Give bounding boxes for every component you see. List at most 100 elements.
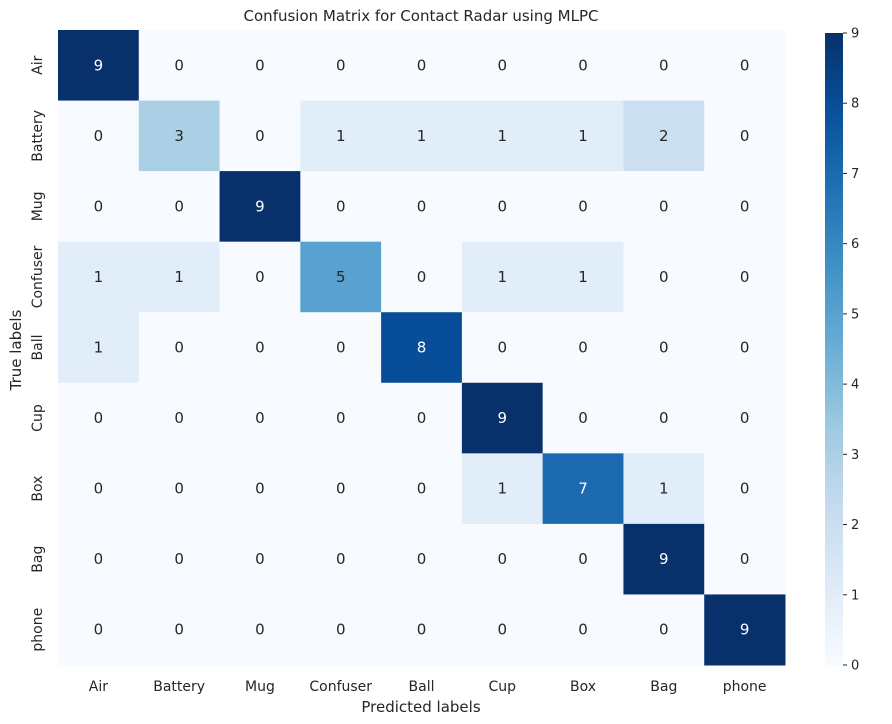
y-tick-label: Box — [30, 476, 46, 502]
cell-value-label: 9 — [740, 621, 750, 639]
cell-value-label: 0 — [659, 409, 669, 427]
heatmap-cell — [704, 100, 786, 172]
cell-value-label: 0 — [659, 621, 669, 639]
y-tick-label: Air — [30, 55, 46, 74]
heatmap-cell — [381, 382, 463, 454]
x-tick-label: Bag — [650, 679, 677, 695]
cell-value-label: 1 — [578, 127, 588, 145]
colorbar-tick-label: 5 — [851, 307, 859, 322]
cell-value-label: 0 — [336, 339, 346, 357]
heatmap-cell — [381, 594, 463, 666]
heatmap-cell — [219, 312, 301, 384]
x-tick-label: Cup — [489, 679, 517, 695]
heatmap-cell — [381, 453, 463, 525]
heatmap-cell — [138, 382, 221, 454]
cell-value-label: 0 — [659, 339, 669, 357]
heatmap-cell — [542, 100, 624, 172]
heatmap-cell — [300, 453, 382, 525]
cell-value-label: 0 — [740, 268, 750, 286]
cell-value-label: 0 — [740, 127, 750, 145]
cell-value-label: 0 — [174, 550, 184, 568]
x-tick-label: Confuser — [309, 679, 372, 695]
heatmap-cell — [219, 241, 301, 313]
cell-value-label: 2 — [659, 127, 669, 145]
heatmap-cell — [219, 382, 301, 454]
heatmap-cell — [381, 30, 463, 102]
heatmap-cell — [58, 523, 140, 595]
cell-value-label: 0 — [417, 621, 427, 639]
heatmap-cell — [138, 453, 221, 525]
heatmap-cell — [704, 171, 786, 243]
colorbar-tick-label: 0 — [851, 659, 859, 674]
colorbar-tick-label: 6 — [851, 237, 859, 252]
cell-value-label: 0 — [498, 56, 508, 74]
cell-value-label: 0 — [255, 409, 265, 427]
cell-value-label: 0 — [498, 339, 508, 357]
cell-value-label: 0 — [94, 550, 104, 568]
cell-value-label: 1 — [578, 268, 588, 286]
cell-value-label: 0 — [417, 480, 427, 498]
colorbar-tick-label: 7 — [851, 167, 859, 182]
heatmap-cell — [704, 312, 786, 384]
cell-value-label: 9 — [498, 409, 508, 427]
cell-value-label: 0 — [255, 56, 265, 74]
cell-value-label: 0 — [578, 621, 588, 639]
heatmap-cell — [461, 523, 544, 595]
heatmap-cell — [542, 594, 624, 666]
cell-value-label: 0 — [336, 550, 346, 568]
y-tick-label: Mug — [30, 191, 46, 221]
heatmap-cell — [461, 171, 544, 243]
cell-value-label: 0 — [174, 197, 184, 215]
heatmap-cell — [461, 30, 544, 102]
heatmap-cell — [381, 171, 463, 243]
cell-value-label: 0 — [578, 197, 588, 215]
heatmap-cell — [58, 594, 140, 666]
heatmap-cell — [542, 453, 624, 525]
cell-value-label: 1 — [94, 268, 104, 286]
heatmap-cell — [138, 312, 221, 384]
heatmap-cell — [219, 30, 301, 102]
cell-value-label: 0 — [417, 197, 427, 215]
y-tick-label: Battery — [30, 110, 46, 162]
cell-value-label: 9 — [94, 56, 104, 74]
heatmap-cell — [704, 30, 786, 102]
heatmap-cell — [623, 100, 705, 172]
heatmap-cell — [704, 594, 786, 666]
heatmap-cell — [300, 594, 382, 666]
heatmap-cell — [704, 453, 786, 525]
cell-value-label: 0 — [578, 56, 588, 74]
x-tick-label: Box — [570, 679, 596, 695]
y-tick-label: phone — [30, 608, 46, 652]
heatmap-cell — [623, 523, 705, 595]
cell-value-label: 3 — [174, 127, 184, 145]
heatmap-cell — [300, 171, 382, 243]
heatmap-cell — [300, 382, 382, 454]
x-axis-tick-labels: Air Battery Mug Confuser Ball Cup Box Bag phone — [89, 679, 767, 695]
cell-value-label: 0 — [255, 268, 265, 286]
colorbar-tick-label: 8 — [851, 97, 859, 112]
x-tick-label: Battery — [153, 679, 205, 695]
heatmap-cell — [219, 453, 301, 525]
cell-value-label: 0 — [94, 409, 104, 427]
cell-value-label: 0 — [336, 56, 346, 74]
heatmap-cells — [58, 30, 786, 666]
x-axis-label: Predicted labels — [361, 698, 480, 716]
cell-value-label: 0 — [255, 621, 265, 639]
y-axis-label: True labels — [7, 309, 25, 391]
cell-value-label: 0 — [578, 339, 588, 357]
cell-value-label: 0 — [417, 268, 427, 286]
heatmap-cell — [58, 171, 140, 243]
cell-value-label: 0 — [740, 339, 750, 357]
heatmap-cell — [461, 594, 544, 666]
cell-value-label: 0 — [740, 409, 750, 427]
heatmap-cell — [138, 100, 221, 172]
cell-value-label: 0 — [740, 56, 750, 74]
cell-value-label: 1 — [174, 268, 184, 286]
cell-value-label: 0 — [255, 127, 265, 145]
cell-value-label: 0 — [94, 197, 104, 215]
heatmap-cell — [542, 523, 624, 595]
cell-value-label: 0 — [174, 339, 184, 357]
heatmap-cell — [542, 171, 624, 243]
y-tick-label: Confuser — [30, 245, 46, 308]
colorbar-tick-label: 1 — [851, 588, 859, 603]
